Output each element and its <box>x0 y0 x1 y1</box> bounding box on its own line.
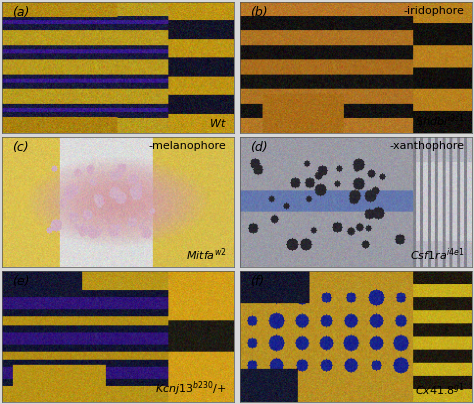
Text: (f): (f) <box>250 275 264 288</box>
Text: (c): (c) <box>12 141 28 154</box>
Text: $\it{Cx41.8}^{g1}$: $\it{Cx41.8}^{g1}$ <box>415 381 465 398</box>
Text: (d): (d) <box>250 141 267 154</box>
Text: (e): (e) <box>12 275 29 288</box>
Text: $\it{Shdbi}^{i9s1}$: $\it{Shdbi}^{i9s1}$ <box>415 112 465 129</box>
Text: -iridophore: -iridophore <box>404 6 465 16</box>
Text: (b): (b) <box>250 6 267 19</box>
Text: $\it{Mitfa}^{w2}$: $\it{Mitfa}^{w2}$ <box>186 247 227 263</box>
Text: -melanophore: -melanophore <box>149 141 227 151</box>
Text: (a): (a) <box>12 6 29 19</box>
Text: $\it{Csf1ra}^{i4e1}$: $\it{Csf1ra}^{i4e1}$ <box>410 247 465 263</box>
Text: -xanthophore: -xanthophore <box>390 141 465 151</box>
Text: $\it{Kcnj13}^{b230}$/+: $\it{Kcnj13}^{b230}$/+ <box>155 379 227 398</box>
Text: $\it{Wt}$: $\it{Wt}$ <box>209 117 227 129</box>
